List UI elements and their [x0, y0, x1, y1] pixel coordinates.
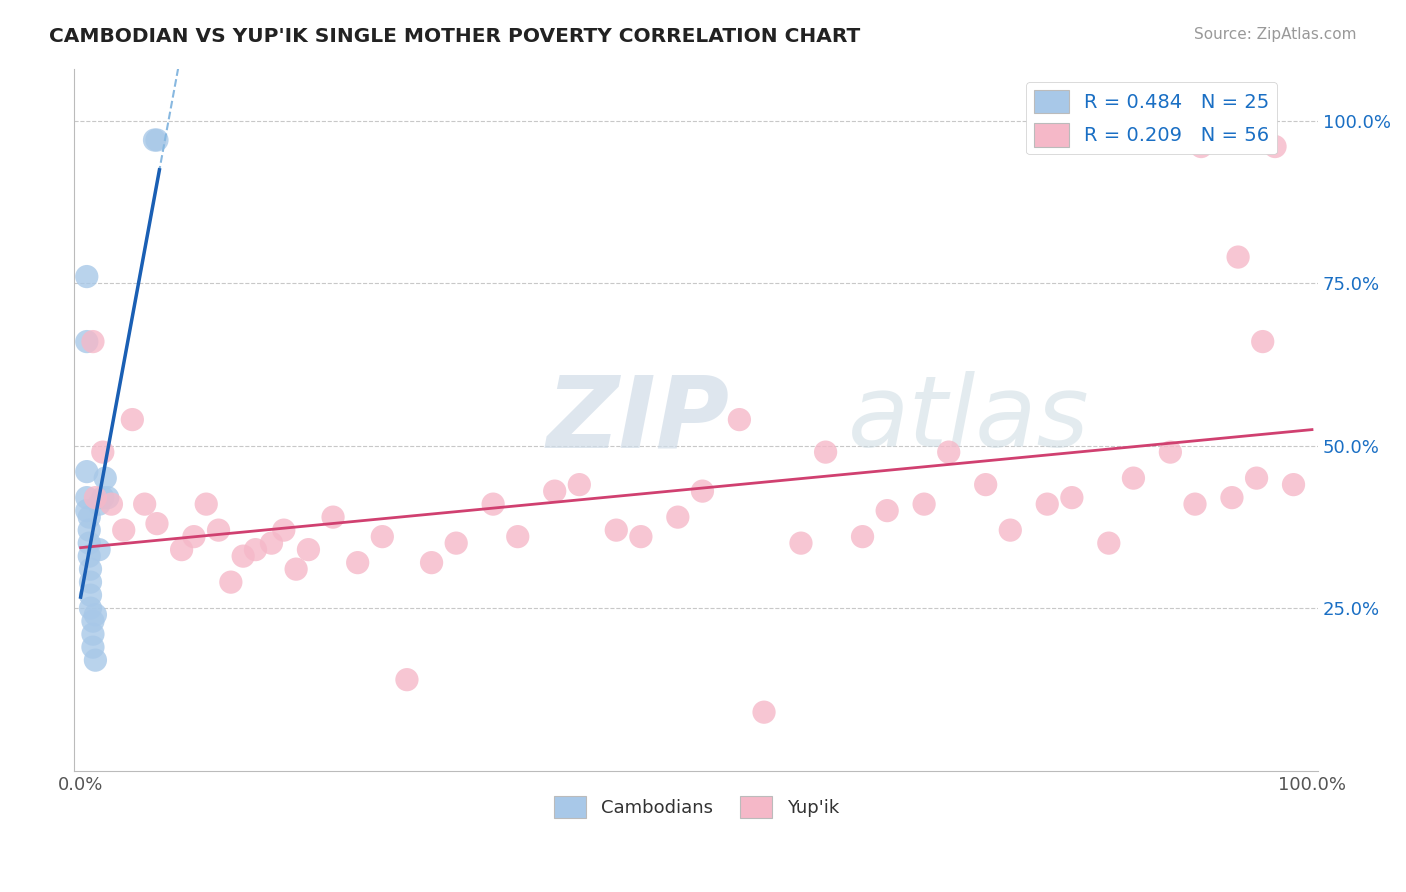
- Point: [1220, 491, 1243, 505]
- Point: [207, 523, 229, 537]
- Point: [82, 640, 104, 655]
- Point: [395, 673, 418, 687]
- Point: [1189, 139, 1212, 153]
- Point: [87, 542, 110, 557]
- Point: [84, 653, 107, 667]
- Point: [146, 133, 169, 147]
- Point: [97, 491, 120, 505]
- Point: [912, 497, 935, 511]
- Text: ZIP: ZIP: [547, 371, 730, 468]
- Point: [183, 530, 205, 544]
- Point: [79, 588, 101, 602]
- Text: atlas: atlas: [848, 371, 1090, 468]
- Point: [121, 412, 143, 426]
- Text: CAMBODIAN VS YUP'IK SINGLE MOTHER POVERTY CORRELATION CHART: CAMBODIAN VS YUP'IK SINGLE MOTHER POVERT…: [49, 27, 860, 45]
- Point: [728, 412, 751, 426]
- Point: [790, 536, 813, 550]
- Point: [1159, 445, 1181, 459]
- Point: [77, 536, 100, 550]
- Point: [112, 523, 135, 537]
- Point: [1098, 536, 1121, 550]
- Point: [100, 497, 122, 511]
- Point: [297, 542, 319, 557]
- Point: [346, 556, 368, 570]
- Point: [1184, 497, 1206, 511]
- Point: [630, 530, 652, 544]
- Point: [82, 334, 104, 349]
- Point: [938, 445, 960, 459]
- Point: [1227, 250, 1250, 264]
- Point: [1264, 139, 1286, 153]
- Point: [605, 523, 627, 537]
- Point: [195, 497, 218, 511]
- Point: [1000, 523, 1022, 537]
- Point: [1251, 334, 1274, 349]
- Point: [77, 510, 100, 524]
- Point: [1060, 491, 1083, 505]
- Point: [91, 445, 114, 459]
- Point: [143, 133, 166, 147]
- Point: [1122, 471, 1144, 485]
- Point: [79, 562, 101, 576]
- Point: [134, 497, 156, 511]
- Point: [273, 523, 295, 537]
- Point: [544, 484, 567, 499]
- Point: [82, 627, 104, 641]
- Point: [322, 510, 344, 524]
- Point: [170, 542, 193, 557]
- Point: [371, 530, 394, 544]
- Point: [232, 549, 254, 563]
- Point: [568, 477, 591, 491]
- Point: [1282, 477, 1305, 491]
- Point: [77, 549, 100, 563]
- Point: [76, 465, 98, 479]
- Point: [84, 607, 107, 622]
- Point: [245, 542, 267, 557]
- Point: [260, 536, 283, 550]
- Point: [76, 503, 98, 517]
- Point: [814, 445, 837, 459]
- Point: [77, 523, 100, 537]
- Legend: Cambodians, Yup'ik: Cambodians, Yup'ik: [547, 789, 846, 825]
- Point: [444, 536, 467, 550]
- Point: [146, 516, 169, 531]
- Text: Source: ZipAtlas.com: Source: ZipAtlas.com: [1194, 27, 1357, 42]
- Point: [285, 562, 308, 576]
- Point: [91, 491, 114, 505]
- Point: [482, 497, 505, 511]
- Point: [1246, 471, 1268, 485]
- Point: [94, 471, 117, 485]
- Point: [752, 705, 775, 719]
- Point: [76, 334, 98, 349]
- Point: [851, 530, 873, 544]
- Point: [76, 491, 98, 505]
- Point: [1036, 497, 1059, 511]
- Point: [692, 484, 714, 499]
- Point: [876, 503, 898, 517]
- Point: [506, 530, 529, 544]
- Point: [420, 556, 443, 570]
- Point: [84, 491, 107, 505]
- Point: [974, 477, 997, 491]
- Point: [79, 575, 101, 590]
- Point: [82, 614, 104, 628]
- Point: [219, 575, 242, 590]
- Point: [666, 510, 689, 524]
- Point: [76, 269, 98, 284]
- Point: [87, 497, 110, 511]
- Point: [79, 601, 101, 615]
